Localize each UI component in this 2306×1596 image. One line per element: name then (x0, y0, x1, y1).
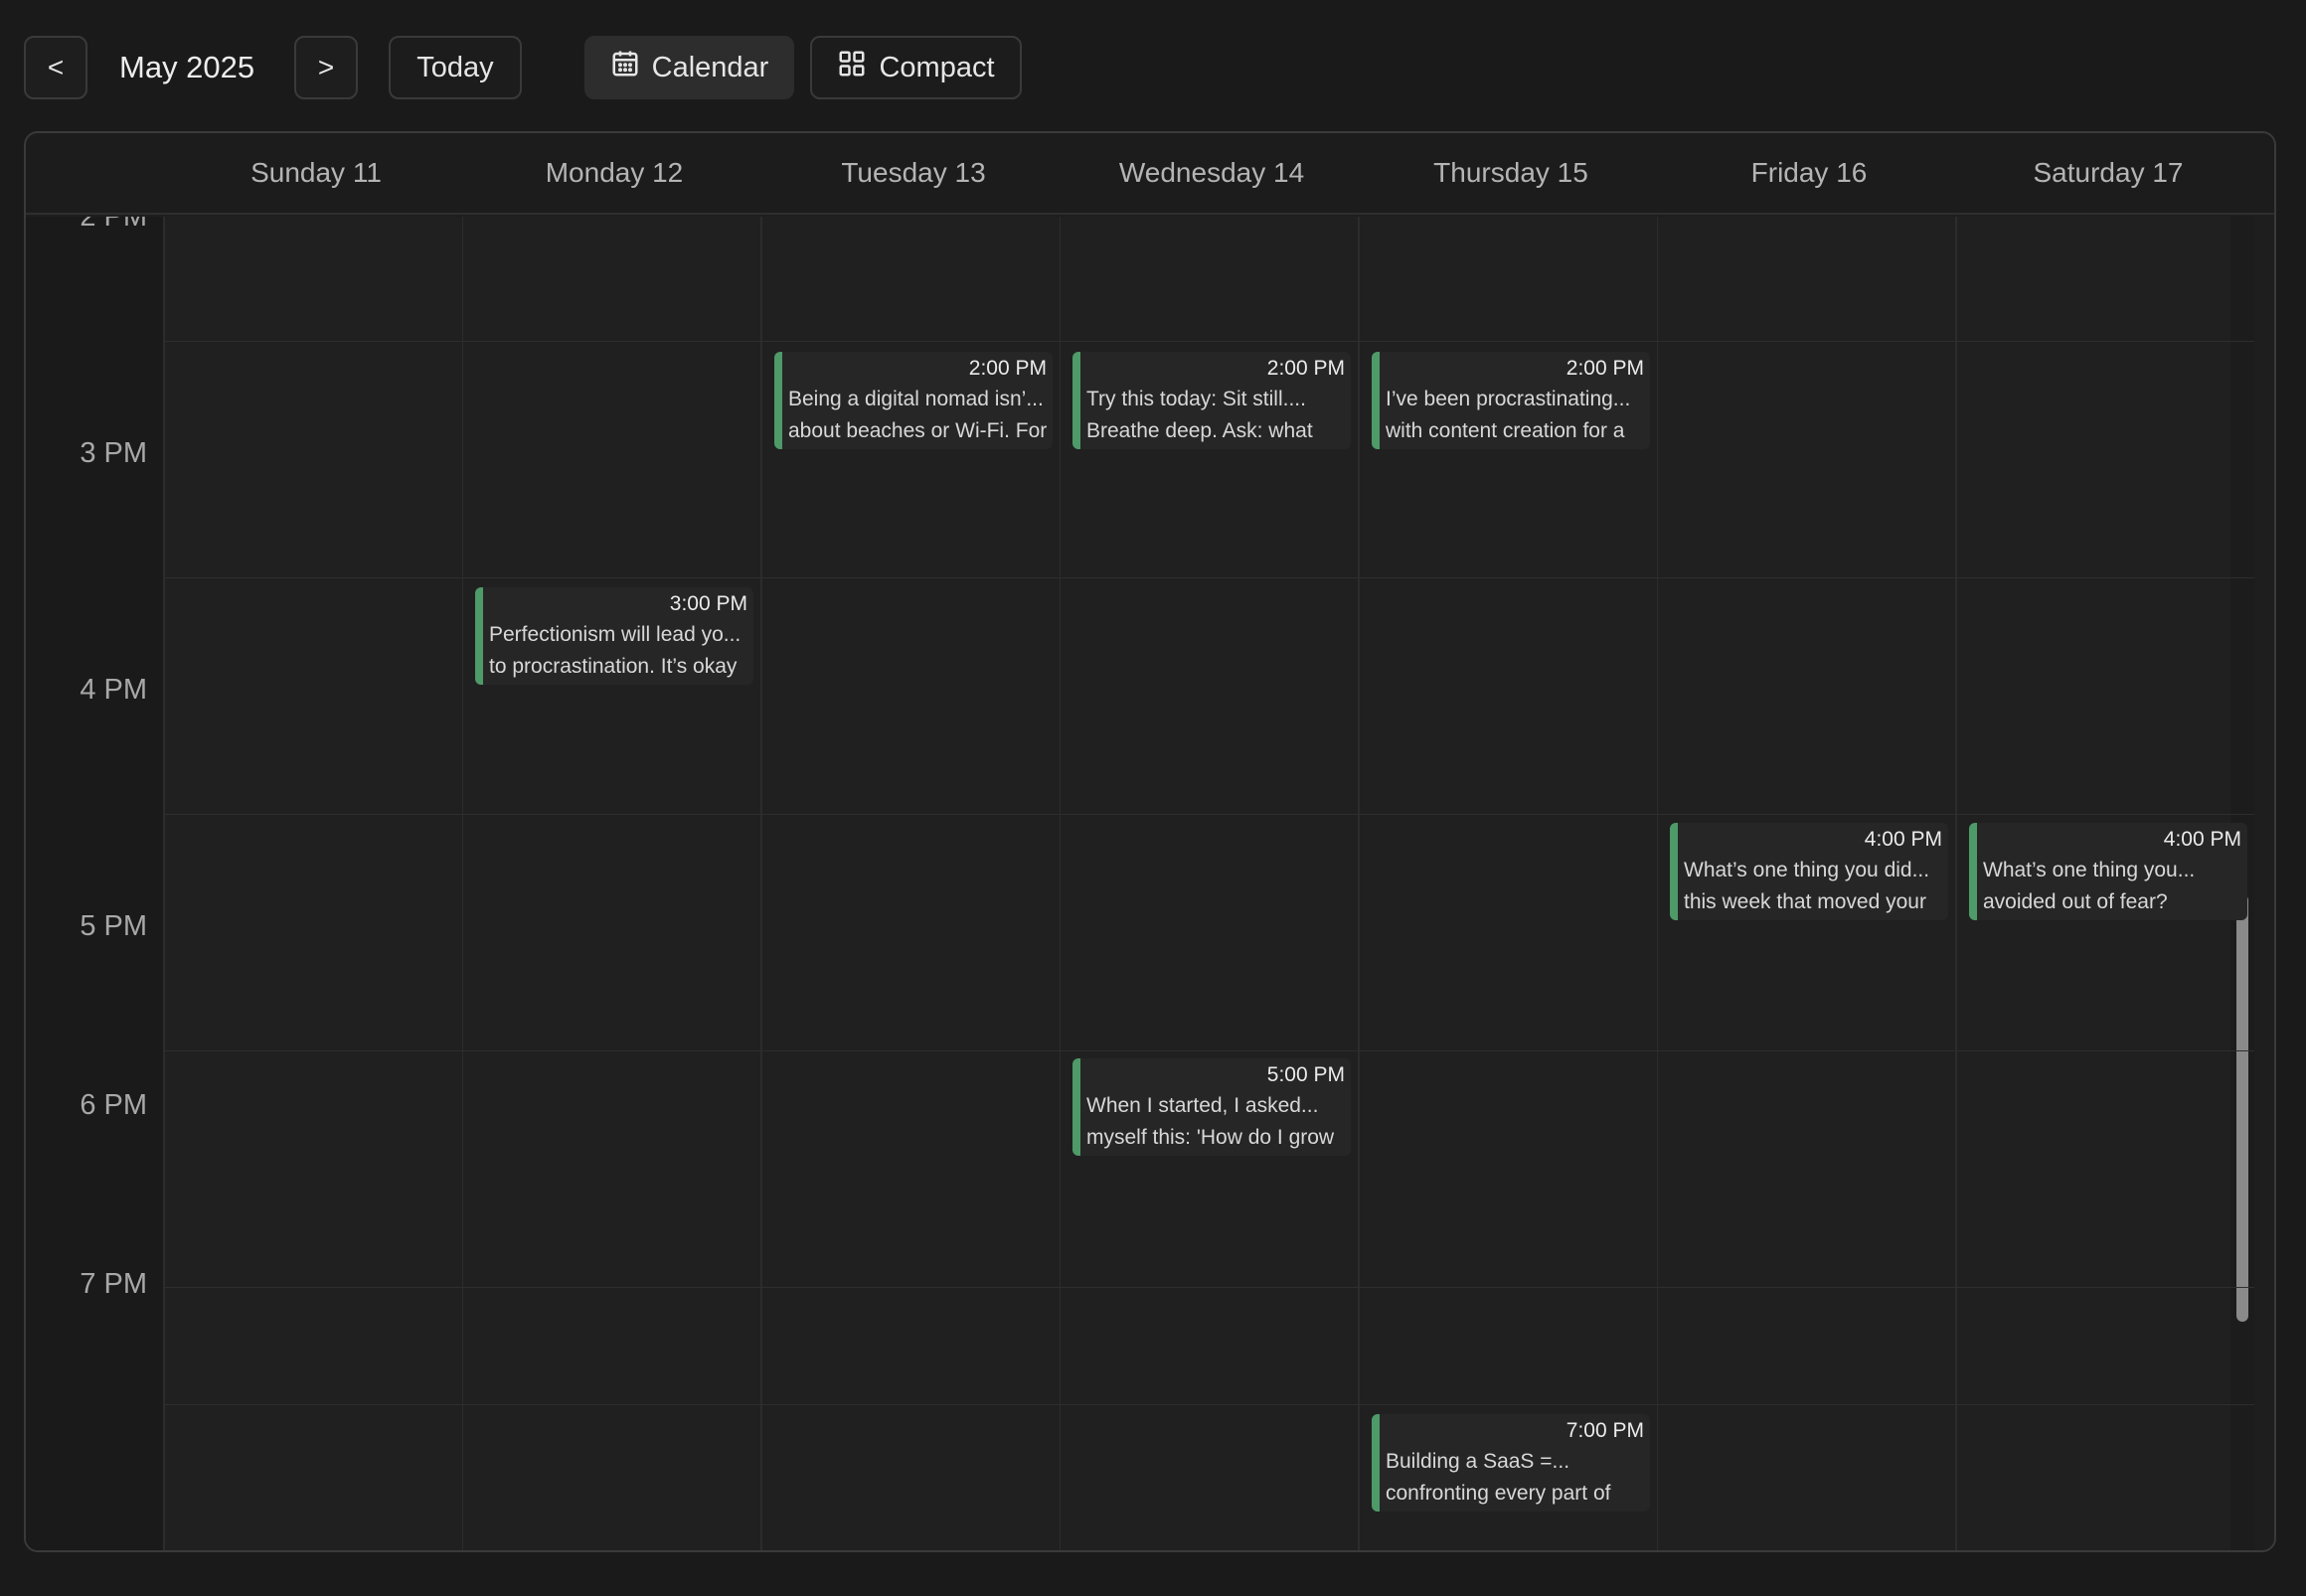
day-header: Saturday 17 (2033, 157, 2184, 188)
day-header: Wednesday 14 (1118, 157, 1305, 188)
event-time: 3:00 PM (669, 592, 747, 615)
event-text-line: What’s one thing you did... (1684, 859, 1930, 881)
event-text-line: to procrastination. It’s okay (489, 655, 738, 678)
hour-label: 5 PM (80, 910, 147, 942)
event-text-line: What’s one thing you... (1983, 859, 2196, 881)
hour-divider (165, 1050, 2254, 1051)
hour-label: 4 PM (80, 674, 147, 706)
hour-divider (165, 1404, 2254, 1405)
hour-gutter: 1 PM2 PM3 PM4 PM5 PM6 PM7 PM (26, 217, 165, 1550)
compact-view-button[interactable]: Compact (810, 36, 1022, 99)
calendar-event[interactable]: 3:00 PM Perfectionism will lead yo... to p… (475, 587, 753, 685)
event-text-line: about beaches or Wi-Fi. For (788, 419, 1047, 442)
day-header: Tuesday 13 (841, 157, 986, 188)
calendar-view-label: Calendar (651, 51, 769, 83)
grid-icon (837, 49, 867, 86)
event-time: 4:00 PM (1864, 828, 1942, 851)
event-text-line: Try this today: Sit still.... (1086, 388, 1306, 410)
next-week-button[interactable]: > (294, 36, 358, 99)
event-time: 7:00 PM (1565, 1419, 1644, 1442)
compact-view-label: Compact (879, 51, 995, 83)
calendar-event[interactable]: 4:00 PM What’s one thing you did... this w… (1670, 823, 1948, 920)
day-header: Friday 16 (1750, 157, 1868, 188)
calendar-toolbar: < May 2025 > Today Calendar Compact (24, 36, 1117, 99)
hour-label: 2 PM (80, 217, 147, 233)
event-text-line: I’ve been procrastinating... (1386, 388, 1631, 410)
calendar-icon (610, 49, 640, 86)
hour-divider (165, 577, 2254, 578)
event-text-line: myself this: 'How do I grow (1086, 1126, 1335, 1149)
hour-divider (165, 341, 2254, 342)
calendar-event[interactable]: 4:00 PM What’s one thing you... avoided ou… (1969, 823, 2247, 920)
hour-divider (165, 814, 2254, 815)
hour-label: 6 PM (80, 1089, 147, 1121)
event-text-line: Perfectionism will lead yo... (489, 623, 741, 646)
day-header: Sunday 11 (250, 157, 382, 188)
event-text-line: Building a SaaS =... (1386, 1450, 1570, 1473)
calendar-view-button[interactable]: Calendar (584, 36, 794, 99)
event-time: 2:00 PM (1266, 357, 1345, 380)
event-text-line: When I started, I asked... (1086, 1094, 1319, 1117)
day-header: Monday 12 (545, 157, 684, 188)
calendar-event[interactable]: 2:00 PM I’ve been procrastinating... with … (1372, 352, 1650, 449)
day-header-row: Sunday 11 Monday 12 Tuesday 13 Wednesday 14… (26, 133, 2274, 215)
hour-label: 7 PM (80, 1268, 147, 1300)
event-time: 2:00 PM (1565, 357, 1644, 380)
calendar-event[interactable]: 5:00 PM When I started, I asked... myself … (1072, 1058, 1351, 1156)
event-text-line: Breathe deep. Ask: what (1086, 419, 1313, 442)
event-time: 5:00 PM (1266, 1063, 1345, 1086)
previous-week-button[interactable]: < (24, 36, 87, 99)
event-text-line: this week that moved your (1684, 890, 1926, 913)
event-text-line: with content creation for a (1386, 419, 1625, 442)
scrollbar-thumb[interactable] (2236, 894, 2248, 1322)
month-title: May 2025 (119, 50, 255, 84)
day-column[interactable] (165, 217, 464, 1550)
hour-divider (165, 1287, 2254, 1288)
today-button[interactable]: Today (389, 36, 522, 99)
calendar-event[interactable]: 2:00 PM Being a digital nomad isn’... abou… (774, 352, 1053, 449)
calendar-event[interactable]: 2:00 PM Try this today: Sit still.... Brea… (1072, 352, 1351, 449)
day-header: Thursday 15 (1433, 157, 1588, 188)
event-text-line: confronting every part of (1386, 1482, 1611, 1505)
time-grid[interactable]: 1 PM2 PM3 PM4 PM5 PM6 PM7 PM 2:00 PMBein… (26, 217, 2254, 1550)
calendar-event[interactable]: 7:00 PM Building a SaaS =... confronting e… (1372, 1414, 1650, 1512)
event-text-line: avoided out of fear? (1983, 890, 2168, 913)
event-text-line: Being a digital nomad isn’... (788, 388, 1044, 410)
day-column[interactable] (463, 217, 762, 1550)
event-time: 2:00 PM (968, 357, 1047, 380)
hour-label: 3 PM (80, 437, 147, 469)
event-time: 4:00 PM (2163, 828, 2241, 851)
week-calendar: Sunday 11 Monday 12 Tuesday 13 Wednesday 14… (24, 131, 2276, 1552)
